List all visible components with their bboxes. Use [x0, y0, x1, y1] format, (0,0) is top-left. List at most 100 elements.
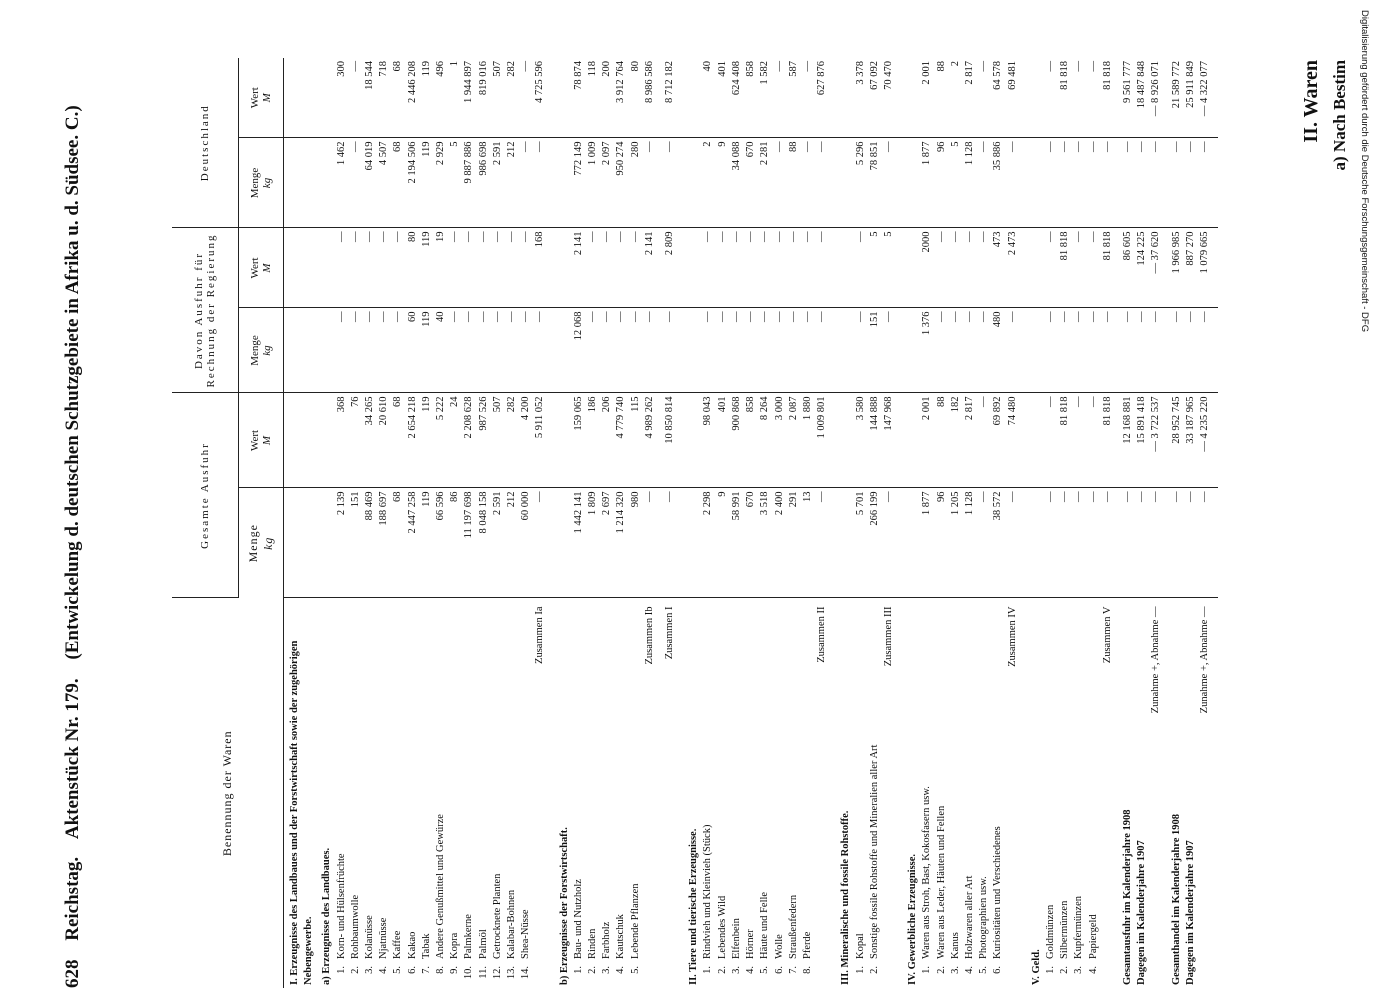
- cell: 4 989 262: [642, 393, 664, 488]
- cell: —: [1043, 57, 1059, 138]
- empty-cell: [283, 308, 317, 393]
- sub-unit: M: [261, 93, 273, 103]
- cell: 69 481: [1005, 57, 1026, 138]
- cell: —: [533, 488, 554, 598]
- cell: 5 911 052: [533, 393, 554, 488]
- cell: 2 141: [571, 227, 587, 308]
- sub-name: Menge: [249, 167, 261, 199]
- cell: —: [1197, 308, 1219, 393]
- group-header: Davon Ausfuhr für Rechnung der Regierung: [172, 227, 239, 393]
- cell: 1 376: [920, 308, 935, 393]
- sub-name: Wert: [249, 429, 261, 452]
- item-row: 10. Palmkerne 11 197 698 2 208 628— —9 887 8…: [462, 57, 477, 988]
- sub-header: Wert M: [238, 227, 284, 308]
- item-label: Kakao: [406, 931, 418, 959]
- sub-unit: M: [261, 263, 273, 273]
- cell: 40: [434, 308, 449, 393]
- cell: —: [614, 308, 629, 393]
- empty-cell: [1025, 137, 1044, 228]
- cell: 88: [786, 137, 801, 228]
- item-row: 4. Njatnüsse 188 697 20 610— —4 507 718: [377, 57, 392, 988]
- cell: 78 874: [571, 57, 587, 138]
- cell: —: [715, 227, 730, 308]
- cell: 1 214 320: [614, 488, 629, 598]
- cell: —: [377, 308, 392, 393]
- cell: — 37 620: [1149, 227, 1170, 308]
- summary-row: Gesamtausfuhr im Kalenderjahre 1908—12 1…: [1120, 57, 1136, 988]
- cell: 15 891 418: [1135, 393, 1150, 488]
- section-heading: V. Geld.: [1030, 949, 1042, 985]
- cell: —: [363, 308, 378, 393]
- cell: 35 886: [991, 137, 1006, 228]
- item-label: Waren aus Leder, Häuten und Fellen: [935, 805, 947, 959]
- item-row: 3. Farbholz 2 697 206— —2 097 200: [600, 57, 615, 988]
- section-heading: I. Erzeugnisse des Landbaues und der For…: [289, 640, 315, 985]
- empty-cell: [553, 57, 572, 138]
- cell: 2 298: [701, 488, 716, 598]
- item-number: 3.: [1073, 966, 1085, 974]
- cell: 13: [800, 488, 816, 598]
- item-row: 3. Elfenbein 58 991 900 868— —34 088 624 408: [729, 57, 745, 988]
- cell: 987 526: [476, 393, 491, 488]
- item-row: 6. Kakao 2 447 258 2 654 218 60 80 2 194 506 2 …: [405, 57, 420, 988]
- cell: —: [533, 137, 554, 228]
- cell: —: [1043, 137, 1059, 228]
- cell: —: [1197, 137, 1219, 228]
- cell: —: [1058, 308, 1073, 393]
- item-number: 1.: [921, 966, 933, 974]
- cell: 186: [586, 393, 601, 488]
- cell: 4 725 596: [533, 57, 554, 138]
- item-label: Häute und Felle: [759, 891, 771, 959]
- page-header: 628 Reichstag. Aktenstück Nr. 179. (Entw…: [62, 28, 84, 988]
- cell: 188 697: [377, 488, 392, 598]
- cell: —: [1120, 137, 1136, 228]
- cell: —: [663, 308, 684, 393]
- empty-cell: [316, 488, 335, 598]
- cell: 168: [533, 227, 554, 308]
- item-row: 8. Pferde 13 1 880— — — —: [800, 57, 816, 988]
- cell: —: [881, 488, 903, 598]
- item-number: 4.: [745, 966, 757, 974]
- cell: —: [1086, 137, 1101, 228]
- cell: 66 596: [434, 488, 449, 598]
- item-number: 6.: [406, 966, 418, 974]
- sub-unit: M: [261, 435, 273, 446]
- item-number: 9.: [449, 966, 461, 974]
- item-label: Kupfermünzen: [1073, 896, 1085, 959]
- cell: 12 068: [571, 308, 587, 393]
- item-row: 13. Kalabar-Bohnen 212 282— —212 282: [505, 57, 520, 988]
- cell: —: [663, 488, 684, 598]
- cell: 858: [744, 393, 759, 488]
- cell: 401: [715, 393, 730, 488]
- cell: —: [815, 227, 836, 308]
- cell: 2 097: [600, 137, 615, 228]
- item-row: 4. Holzwaren aller Art 1 128 2 817— —1 128 2 …: [962, 57, 978, 988]
- cell: 670: [744, 488, 759, 598]
- cell: 88 469: [363, 488, 378, 598]
- cell: —: [448, 227, 463, 308]
- cell: —: [600, 227, 615, 308]
- empty-cell: [902, 488, 921, 598]
- cell: —: [1120, 308, 1136, 393]
- section-heading: IV. Gewerbliche Erzeugnisse.: [907, 853, 919, 985]
- item-label: Pferde: [801, 931, 813, 959]
- empty-cell: [683, 488, 702, 598]
- total-row: Zusammen Ia —5 911 052—168—4 725 596: [533, 57, 554, 988]
- item-label: Shea-Nüsse: [520, 909, 532, 959]
- cell: 2 001: [920, 57, 935, 138]
- cell: 8 986 586: [642, 57, 664, 138]
- item-number: 5.: [978, 966, 990, 974]
- item-number: 1.: [854, 966, 866, 974]
- cell: —: [391, 308, 406, 393]
- item-row: 2. Sonstige fossile Rohstoffe und Mineral…: [867, 57, 882, 988]
- cell: —: [800, 308, 816, 393]
- cell: 24: [448, 393, 463, 488]
- cell: 86 605: [1120, 227, 1136, 308]
- cell: —: [962, 227, 978, 308]
- cell: 2 473: [1005, 227, 1026, 308]
- summary-row: Dagegen im Kalenderjahre 1907—33 187 965…: [1183, 57, 1198, 988]
- cell: 670: [744, 137, 759, 228]
- cell: —: [977, 488, 992, 598]
- item-row: 1. Goldmünzen — — — — — —: [1043, 57, 1059, 988]
- item-label: Kaffee: [392, 930, 404, 959]
